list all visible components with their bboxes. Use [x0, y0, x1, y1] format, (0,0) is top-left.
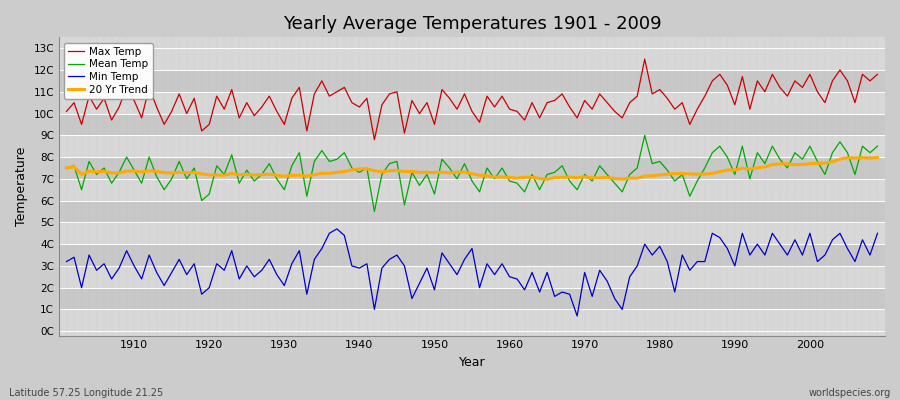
Mean Temp [286, 163, 297, 168]
Mean Temp [639, 133, 650, 138]
Bar [59, 157, 885, 179]
Bar [59, 201, 885, 222]
Y-axis label: Temperature: Temperature [15, 147, 28, 226]
Max Temp [602, 100, 613, 105]
Mean Temp [872, 144, 883, 148]
Bar [59, 48, 885, 70]
Mean Temp [602, 172, 613, 177]
20 Yr Trend [504, 175, 515, 180]
Min Temp [504, 274, 515, 279]
Mean Temp [369, 209, 380, 214]
Bar [59, 266, 885, 288]
20 Yr Trend [602, 175, 613, 180]
Max Temp [122, 85, 132, 90]
Line: Max Temp: Max Temp [67, 59, 878, 140]
Min Temp [122, 248, 132, 253]
Min Temp [61, 259, 72, 264]
Min Temp [572, 314, 582, 318]
Min Temp [512, 276, 523, 281]
20 Yr Trend [122, 169, 132, 174]
Max Temp [286, 96, 297, 101]
20 Yr Trend [542, 177, 553, 182]
Line: Min Temp: Min Temp [67, 229, 878, 316]
Text: worldspecies.org: worldspecies.org [809, 388, 891, 398]
Text: Latitude 57.25 Longitude 21.25: Latitude 57.25 Longitude 21.25 [9, 388, 163, 398]
Min Temp [609, 296, 620, 301]
Max Temp [872, 72, 883, 77]
Bar [59, 135, 885, 157]
Min Temp [286, 261, 297, 266]
Mean Temp [331, 157, 342, 162]
Min Temp [339, 233, 350, 238]
20 Yr Trend [497, 174, 508, 179]
Mean Temp [122, 155, 132, 160]
Legend: Max Temp, Mean Temp, Min Temp, 20 Yr Trend: Max Temp, Mean Temp, Min Temp, 20 Yr Tre… [64, 42, 152, 99]
Max Temp [331, 89, 342, 94]
Bar [59, 114, 885, 135]
20 Yr Trend [872, 155, 883, 160]
Min Temp [872, 231, 883, 236]
Max Temp [639, 57, 650, 62]
Bar [59, 222, 885, 244]
Max Temp [369, 137, 380, 142]
Bar [59, 288, 885, 310]
Max Temp [512, 109, 523, 114]
Bar [59, 92, 885, 114]
Line: Mean Temp: Mean Temp [67, 135, 878, 212]
Mean Temp [504, 179, 515, 184]
Bar [59, 310, 885, 331]
20 Yr Trend [331, 170, 342, 175]
Line: 20 Yr Trend: 20 Yr Trend [67, 158, 878, 179]
Title: Yearly Average Temperatures 1901 - 2009: Yearly Average Temperatures 1901 - 2009 [283, 15, 662, 33]
Min Temp [331, 226, 342, 231]
Mean Temp [61, 166, 72, 170]
20 Yr Trend [61, 166, 72, 170]
Bar [59, 179, 885, 201]
X-axis label: Year: Year [459, 356, 485, 369]
Max Temp [504, 107, 515, 112]
Mean Temp [512, 181, 523, 186]
Bar [59, 244, 885, 266]
Bar [59, 70, 885, 92]
20 Yr Trend [286, 173, 297, 178]
Max Temp [61, 109, 72, 114]
